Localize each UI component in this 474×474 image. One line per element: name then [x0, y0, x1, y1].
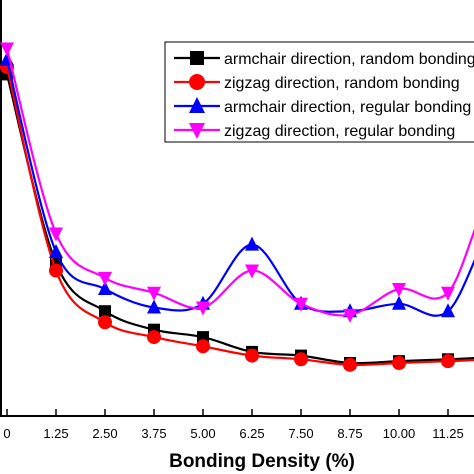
- data-point: [343, 357, 357, 372]
- data-point: [441, 303, 455, 318]
- legend-swatch-marker: [189, 97, 205, 113]
- data-point: [441, 354, 455, 369]
- data-point: [294, 352, 308, 367]
- data-point: [392, 356, 406, 370]
- x-tick-label: 11.25: [432, 426, 464, 441]
- data-point: [0, 42, 14, 57]
- x-tick-label: 2.50: [92, 426, 117, 441]
- data-point: [147, 286, 161, 301]
- x-tick-label: 0: [3, 426, 10, 441]
- x-tick-label: 3.75: [141, 426, 166, 441]
- x-tick-label: 6.25: [239, 426, 264, 441]
- series-layer: [0, 42, 474, 372]
- legend-swatch-marker: [190, 51, 204, 65]
- x-tick-label: 1.25: [43, 426, 68, 441]
- legend-swatch-marker: [189, 74, 205, 90]
- legend-label: armchair direction, regular bonding: [224, 99, 471, 116]
- data-point: [98, 315, 112, 330]
- data-point: [49, 263, 63, 278]
- legend-label: zigzag direction, random bonding: [224, 75, 460, 92]
- data-point: [245, 236, 259, 251]
- data-point: [245, 264, 259, 279]
- x-tick-label: 5.00: [190, 426, 215, 441]
- legend-label: zigzag direction, regular bonding: [224, 123, 455, 140]
- data-point: [196, 339, 210, 354]
- legend: armchair direction, random bonding zigzag…: [164, 41, 474, 143]
- data-point: [441, 286, 455, 301]
- x-tick-label: 7.50: [288, 426, 313, 441]
- data-point: [49, 244, 63, 258]
- series-line: [5, 59, 474, 317]
- x-axis-title: Bonding Density (%): [169, 451, 355, 472]
- data-point: [98, 281, 112, 295]
- data-point: [99, 305, 111, 318]
- data-point: [147, 299, 161, 314]
- legend-swatch-marker: [189, 123, 205, 139]
- data-point: [147, 330, 161, 345]
- data-point: [245, 348, 259, 363]
- data-point: [196, 301, 210, 316]
- x-tick-label: 10.00: [383, 426, 416, 441]
- x-tick-label: 8.75: [337, 426, 362, 441]
- x-axis-ticks: 01.252.503.755.006.257.508.7510.0011.251…: [3, 409, 464, 441]
- data-point: [392, 295, 406, 310]
- legend-label: armchair direction, random bonding: [224, 51, 474, 68]
- series-line: [5, 48, 474, 317]
- data-point: [98, 271, 112, 286]
- data-point: [49, 227, 63, 242]
- data-point: [343, 308, 357, 323]
- series-circle: [0, 60, 474, 372]
- series-triangle-down: [0, 42, 474, 323]
- data-point: [294, 297, 308, 312]
- data-point: [392, 283, 406, 297]
